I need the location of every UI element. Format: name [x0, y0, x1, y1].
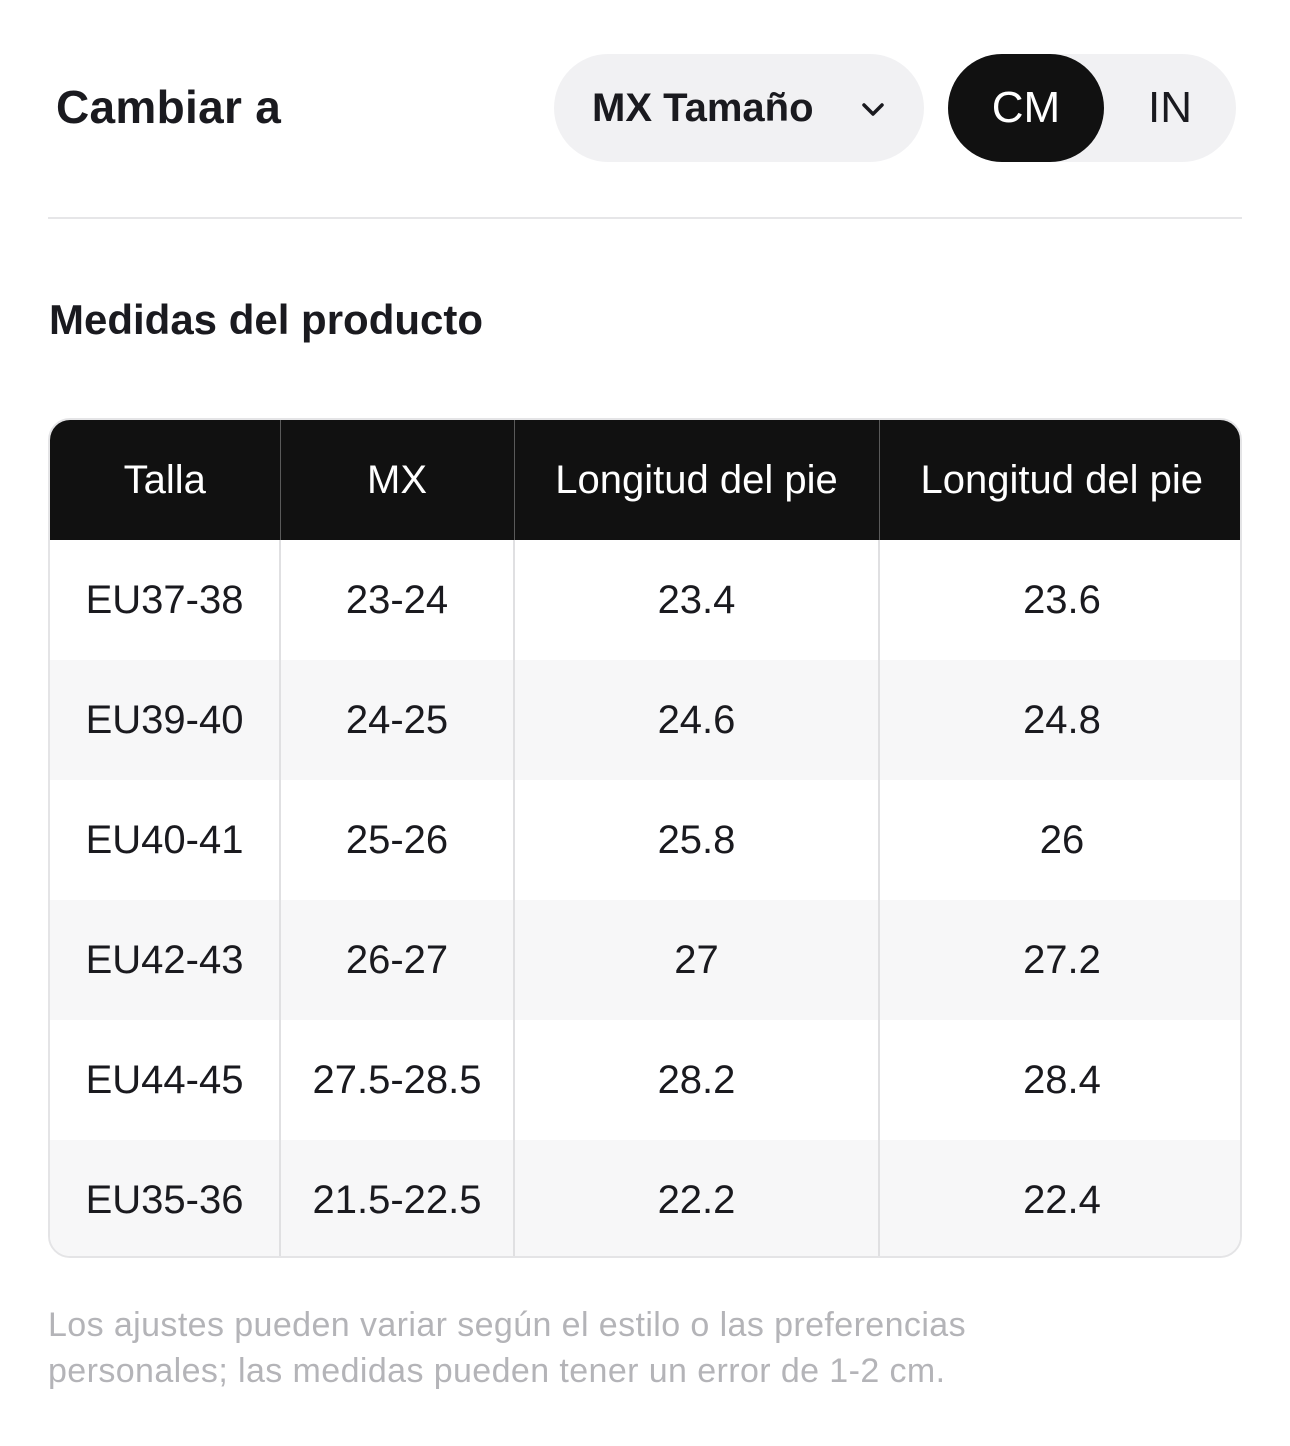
unit-option-cm[interactable]: CM: [948, 54, 1104, 162]
unit-toggle: CM IN: [948, 54, 1236, 162]
cell-foot-length-1: 24.6: [513, 660, 879, 780]
table-row: EU35-36 21.5-22.5 22.2 22.4: [50, 1140, 1240, 1256]
cell-foot-length-1: 25.8: [513, 780, 879, 900]
cell-talla: EU39-40: [50, 660, 280, 780]
chevron-down-icon: [862, 103, 884, 116]
cell-mx: 23-24: [279, 540, 514, 660]
cell-foot-length-2: 22.4: [878, 1140, 1240, 1256]
column-header-foot-length-1: Longitud del pie: [513, 420, 879, 540]
cell-foot-length-2: 24.8: [878, 660, 1240, 780]
cell-talla: EU37-38: [85, 577, 244, 622]
cell-talla: EU35-36: [50, 1140, 280, 1256]
table-row: EU44-45 27.5-28.5 28.2 28.4: [50, 1020, 1240, 1140]
cell-mx: 21.5-22.5: [279, 1140, 514, 1256]
size-system-dropdown[interactable]: MX Tamaño: [554, 54, 924, 162]
cell-foot-length-2: 23.6: [878, 540, 1240, 660]
note-line-2: personales; las medidas pueden tener un …: [48, 1352, 946, 1390]
cell-foot-length-1: 22.2: [513, 1140, 879, 1256]
cell-mx: 26-27: [279, 900, 514, 1020]
switch-label: Cambiar a: [56, 81, 282, 133]
cell-foot-length-2: 27.2: [878, 900, 1240, 1020]
cell-foot-length-2: 26: [878, 780, 1240, 900]
table-row: EU40-41 25-26 25.8 26: [50, 780, 1240, 900]
cell-foot-length-2: 28.4: [878, 1020, 1240, 1140]
cell-foot-length-1: 28.2: [513, 1020, 879, 1140]
note-line-1: Los ajustes pueden variar según el estil…: [48, 1306, 966, 1344]
table-row: EU37-38 23-24 23.4 23.6: [50, 540, 1240, 660]
size-switch-header: Cambiar a MX Tamaño CM IN: [0, 0, 1290, 218]
section-title: Medidas del producto: [49, 296, 484, 343]
cell-mx: 25-26: [279, 780, 514, 900]
table-row: EU42-43 26-27 27 27.2: [50, 900, 1240, 1020]
cell-mx: 24-25: [279, 660, 514, 780]
column-header-mx: MX: [279, 420, 514, 540]
table-header-row: Talla MX Longitud del pie Longitud del p…: [50, 420, 1240, 540]
divider: [48, 217, 1242, 219]
column-header-foot-length-2: Longitud del pie: [878, 420, 1240, 540]
cell-talla: EU42-43: [50, 900, 280, 1020]
cell-foot-length-1: 27: [513, 900, 879, 1020]
column-header-talla: Talla: [50, 420, 280, 540]
cell-talla: EU44-45: [85, 1057, 244, 1102]
cell-talla: EU40-41: [85, 817, 244, 862]
fit-disclaimer-note: Los ajustes pueden variar según el estil…: [48, 1302, 1148, 1394]
size-system-value: MX Tamaño: [592, 85, 814, 130]
size-table: Talla MX Longitud del pie Longitud del p…: [48, 418, 1242, 1258]
unit-option-in[interactable]: IN: [1148, 83, 1192, 132]
table-row: EU39-40 24-25 24.6 24.8: [50, 660, 1240, 780]
cell-mx: 27.5-28.5: [279, 1020, 514, 1140]
cell-foot-length-1: 23.4: [513, 540, 879, 660]
